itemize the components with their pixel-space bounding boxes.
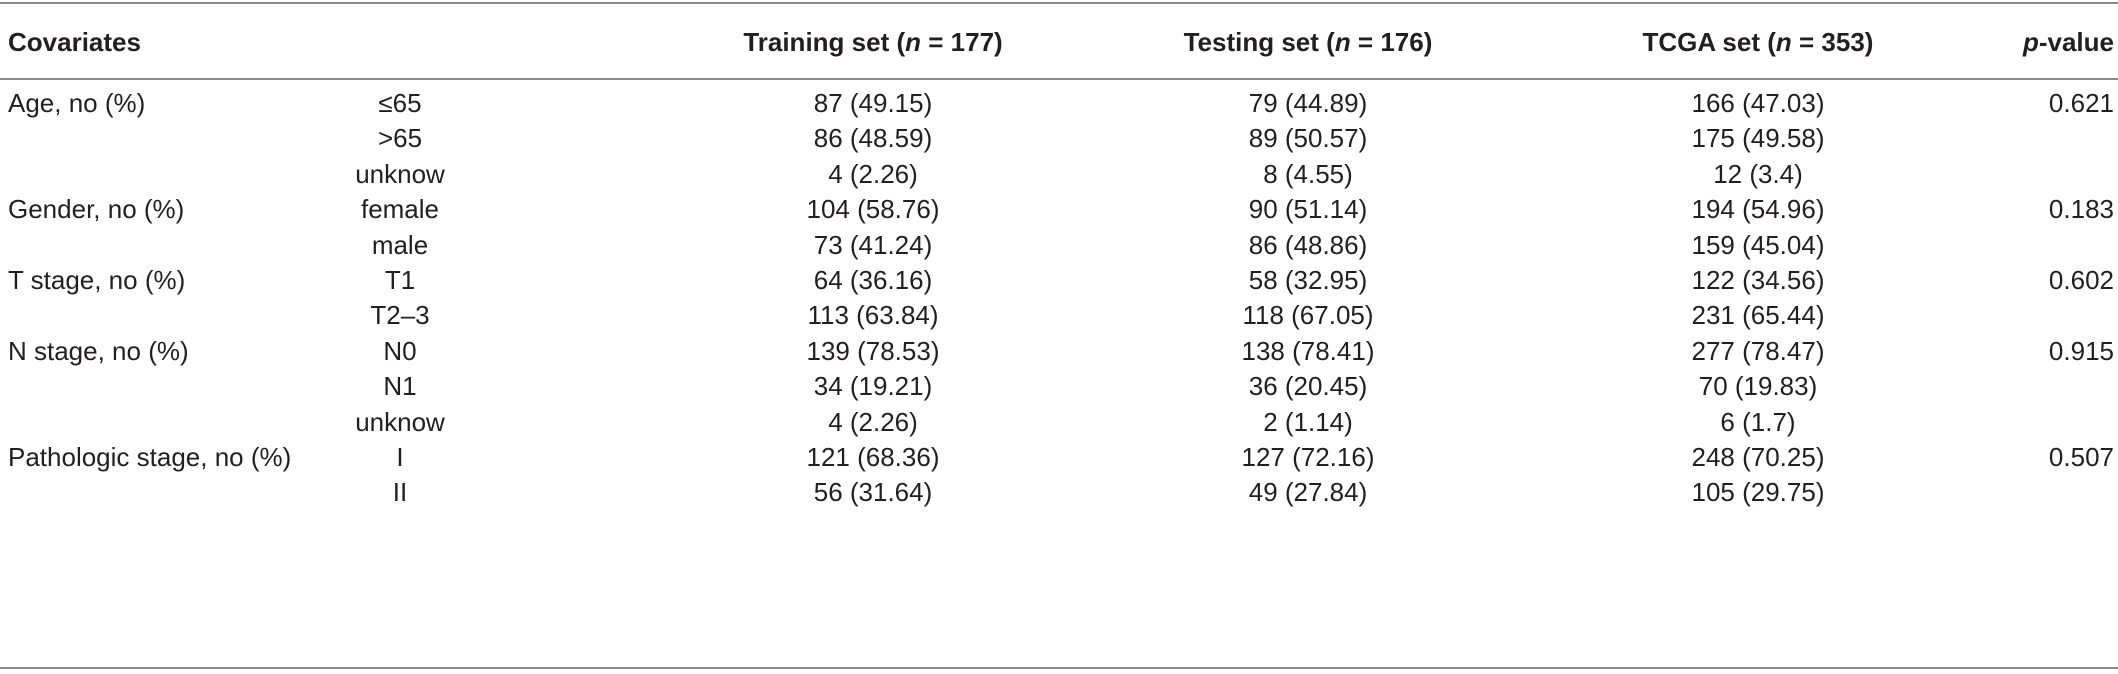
header-training-post: = 177) [921, 27, 1003, 57]
testing-cell: 89 (50.57) [1248, 123, 1368, 154]
p-value-cell: 0.621 [2048, 88, 2114, 118]
level-cell: unknow [355, 158, 445, 189]
testing-cell: 36 (20.45) [1248, 371, 1368, 402]
level-cell: T2–3 [370, 300, 430, 331]
table-row: male 73 (41.24) 86 (48.86) 159 (45.04) [0, 221, 2118, 269]
table-row: T2–3 113 (63.84) 118 (67.05) 231 (65.44) [0, 291, 2118, 339]
header-testing-n: n [1334, 27, 1351, 57]
training-cell: 113 (63.84) [807, 300, 939, 331]
covariate-cell: Age, no (%) [8, 88, 146, 118]
header-p-value: p-value [2023, 18, 2114, 66]
tcga-cell: 105 (29.75) [1691, 477, 1825, 508]
tcga-cell: 231 (65.44) [1691, 300, 1825, 331]
tcga-cell: 6 (1.7) [1720, 406, 1796, 437]
p-value-cell: 0.507 [2048, 442, 2114, 472]
header-rule [0, 78, 2118, 80]
table-top-rule [0, 2, 2118, 4]
training-cell: 73 (41.24) [813, 229, 933, 260]
table-bottom-rule [0, 667, 2118, 669]
header-testing-pre: Testing set ( [1183, 27, 1335, 57]
header-testing-set: Testing set (n = 176) [1148, 18, 1468, 66]
header-training-pre: Training set ( [743, 27, 906, 57]
table-row: Pathologic stage, no (%) I 121 (68.36) 127 … [0, 433, 2118, 481]
header-training-n: n [905, 27, 922, 57]
level-cell: I [396, 442, 404, 472]
table-row: Gender, no (%) female 104 (58.76) 90 (51.14… [0, 185, 2118, 233]
table-row: unknow 4 (2.26) 8 (4.55) 12 (3.4) [0, 150, 2118, 198]
table-row: >65 86 (48.59) 89 (50.57) 175 (49.58) [0, 114, 2118, 162]
header-p-rest: -value [2038, 27, 2114, 57]
level-cell: female [360, 194, 440, 225]
level-cell: II [392, 477, 408, 508]
testing-cell: 127 (72.16) [1241, 442, 1375, 472]
testing-cell: 118 (67.05) [1242, 300, 1374, 331]
covariate-cell: Pathologic stage, no (%) [8, 442, 292, 472]
p-value-cell: 0.915 [2048, 335, 2114, 366]
level-cell: N0 [383, 335, 417, 366]
header-training-set: Training set (n = 177) [713, 18, 1033, 66]
p-value-cell: 0.602 [2048, 265, 2114, 295]
testing-cell: 49 (27.84) [1248, 477, 1368, 508]
table-row: Age, no (%) ≤65 87 (49.15) 79 (44.89) 166 (4… [0, 79, 2118, 127]
training-cell: 4 (2.26) [828, 406, 918, 437]
tcga-cell: 175 (49.58) [1691, 123, 1825, 154]
covariate-cell: N stage, no (%) [8, 335, 189, 366]
tcga-cell: 122 (34.56) [1691, 265, 1825, 295]
testing-cell: 8 (4.55) [1263, 158, 1353, 189]
covariate-cell: T stage, no (%) [8, 265, 186, 295]
table-row: N1 34 (19.21) 36 (20.45) 70 (19.83) [0, 362, 2118, 410]
training-cell: 64 (36.16) [813, 265, 933, 295]
training-cell: 34 (19.21) [813, 371, 933, 402]
level-cell: unknow [355, 406, 445, 437]
table-header-row: Covariates Training set (n = 177) Testin… [0, 18, 2118, 66]
tcga-cell: 277 (78.47) [1691, 335, 1825, 366]
testing-cell: 58 (32.95) [1248, 265, 1368, 295]
header-covariates: Covariates [8, 27, 141, 57]
header-tcga-pre: TCGA set ( [1642, 27, 1776, 57]
testing-cell: 90 (51.14) [1248, 194, 1368, 225]
tcga-cell: 159 (45.04) [1691, 229, 1825, 260]
level-cell: >65 [377, 123, 423, 154]
level-cell: N1 [383, 371, 417, 402]
header-p-italic: p [2022, 27, 2039, 57]
level-cell: ≤65 [378, 88, 422, 118]
testing-cell: 2 (1.14) [1263, 406, 1353, 437]
training-cell: 86 (48.59) [813, 123, 933, 154]
tcga-cell: 70 (19.83) [1698, 371, 1818, 402]
tcga-cell: 194 (54.96) [1691, 194, 1825, 225]
testing-cell: 79 (44.89) [1248, 88, 1368, 118]
header-tcga-post: = 353) [1791, 27, 1874, 57]
header-tcga-n: n [1775, 27, 1792, 57]
testing-cell: 86 (48.86) [1248, 229, 1368, 260]
tcga-cell: 12 (3.4) [1713, 158, 1803, 189]
level-cell: T1 [384, 265, 416, 295]
tcga-cell: 248 (70.25) [1691, 442, 1825, 472]
covariate-cell: Gender, no (%) [8, 194, 185, 225]
testing-cell: 138 (78.41) [1241, 335, 1375, 366]
table-row: N stage, no (%) N0 139 (78.53) 138 (78.41) 2… [0, 327, 2118, 375]
training-cell: 104 (58.76) [806, 194, 940, 225]
table-row: T stage, no (%) T1 64 (36.16) 58 (32.95) 122… [0, 256, 2118, 304]
tcga-cell: 166 (47.03) [1691, 88, 1825, 118]
level-cell: male [371, 229, 429, 260]
header-testing-post: = 176) [1350, 27, 1433, 57]
table-row: II 56 (31.64) 49 (27.84) 105 (29.75) [0, 468, 2118, 516]
header-tcga-set: TCGA set (n = 353) [1598, 18, 1918, 66]
training-cell: 4 (2.26) [828, 158, 918, 189]
training-cell: 121 (68.36) [806, 442, 940, 472]
training-cell: 87 (49.15) [813, 88, 933, 118]
training-cell: 56 (31.64) [813, 477, 933, 508]
p-value-cell: 0.183 [2048, 194, 2114, 225]
training-cell: 139 (78.53) [806, 335, 940, 366]
table-row: unknow 4 (2.26) 2 (1.14) 6 (1.7) [0, 398, 2118, 446]
